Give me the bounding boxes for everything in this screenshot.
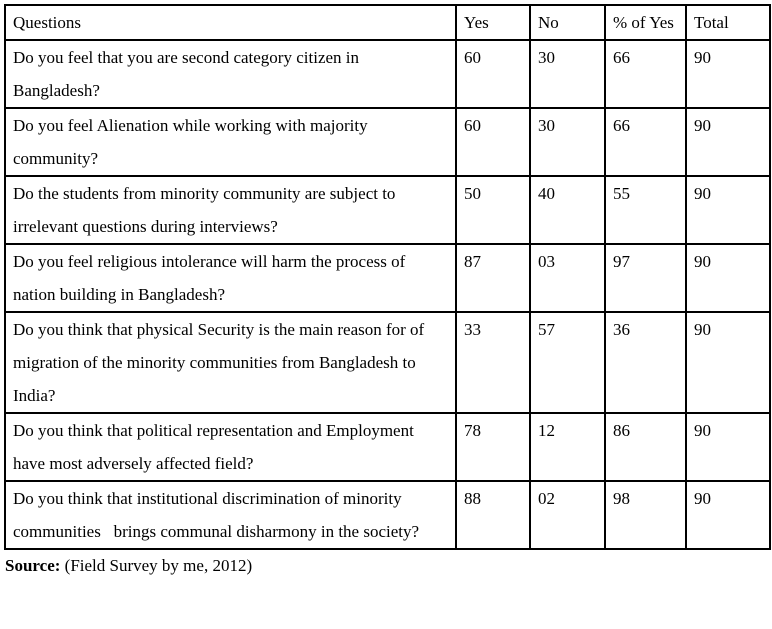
- no-cell: 12: [529, 412, 606, 482]
- total-cell: 90: [685, 175, 771, 245]
- pct-yes-cell: 98: [604, 480, 687, 550]
- table-row: Do you think that institutional discrimi…: [4, 480, 771, 550]
- no-cell: 30: [529, 39, 606, 109]
- pct-yes-cell: 36: [604, 311, 687, 414]
- header-pct-yes: % of Yes: [604, 4, 687, 41]
- table-row: Do you think that political representati…: [4, 412, 771, 482]
- question-cell: Do you feel Alienation while working wit…: [4, 107, 457, 177]
- no-cell: 30: [529, 107, 606, 177]
- header-total: Total: [685, 4, 771, 41]
- no-cell: 02: [529, 480, 606, 550]
- header-questions: Questions: [4, 4, 457, 41]
- question-cell: Do you feel religious intolerance will h…: [4, 243, 457, 313]
- pct-yes-cell: 86: [604, 412, 687, 482]
- no-cell: 57: [529, 311, 606, 414]
- total-cell: 90: [685, 39, 771, 109]
- yes-cell: 78: [455, 412, 531, 482]
- yes-cell: 60: [455, 107, 531, 177]
- source-text: (Field Survey by me, 2012): [60, 556, 253, 575]
- source-label: Source:: [5, 556, 61, 575]
- total-cell: 90: [685, 243, 771, 313]
- question-cell: Do you think that political representati…: [4, 412, 457, 482]
- no-cell: 40: [529, 175, 606, 245]
- question-cell: Do you feel that you are second category…: [4, 39, 457, 109]
- table-row: Do you feel Alienation while working wit…: [4, 107, 771, 177]
- question-cell: Do you think that physical Security is t…: [4, 311, 457, 414]
- header-no: No: [529, 4, 606, 41]
- table-row: Do you feel that you are second category…: [4, 39, 771, 109]
- yes-cell: 33: [455, 311, 531, 414]
- table-row: Do the students from minority community …: [4, 175, 771, 245]
- yes-cell: 50: [455, 175, 531, 245]
- no-cell: 03: [529, 243, 606, 313]
- pct-yes-cell: 66: [604, 39, 687, 109]
- header-row: Questions Yes No % of Yes Total: [4, 4, 771, 41]
- table-row: Do you think that physical Security is t…: [4, 311, 771, 414]
- yes-cell: 87: [455, 243, 531, 313]
- total-cell: 90: [685, 107, 771, 177]
- yes-cell: 60: [455, 39, 531, 109]
- pct-yes-cell: 55: [604, 175, 687, 245]
- table-row: Do you feel religious intolerance will h…: [4, 243, 771, 313]
- question-cell: Do the students from minority community …: [4, 175, 457, 245]
- pct-yes-cell: 97: [604, 243, 687, 313]
- header-yes: Yes: [455, 4, 531, 41]
- source-note: Source: (Field Survey by me, 2012): [5, 555, 769, 577]
- total-cell: 90: [685, 412, 771, 482]
- total-cell: 90: [685, 311, 771, 414]
- yes-cell: 88: [455, 480, 531, 550]
- pct-yes-cell: 66: [604, 107, 687, 177]
- question-cell: Do you think that institutional discrimi…: [4, 480, 457, 550]
- total-cell: 90: [685, 480, 771, 550]
- survey-table: Questions Yes No % of Yes Total Do you f…: [4, 4, 771, 550]
